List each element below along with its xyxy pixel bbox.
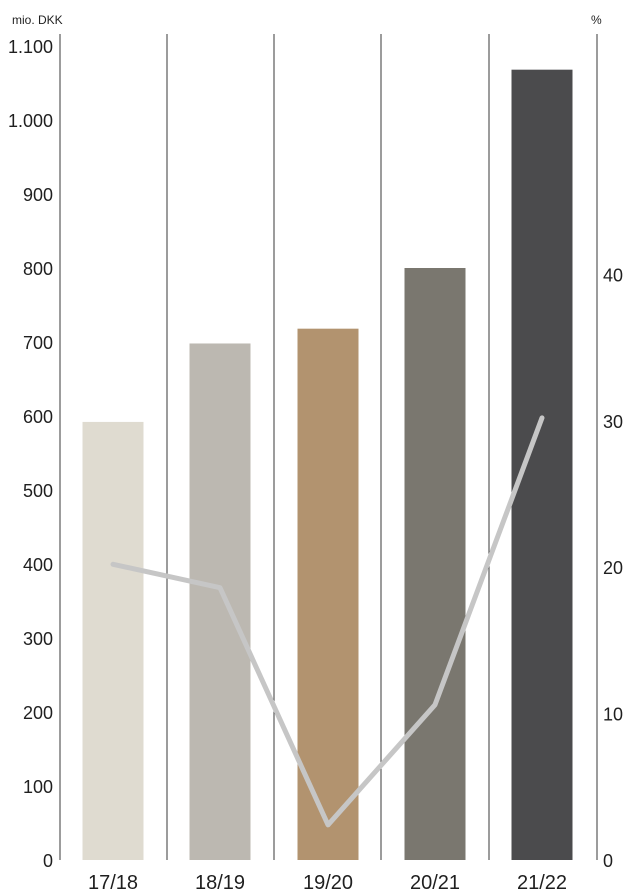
left-tick-label: 500 bbox=[23, 481, 53, 501]
bar bbox=[82, 421, 144, 860]
left-tick-label: 600 bbox=[23, 407, 53, 427]
right-tick-label: 40 bbox=[603, 265, 623, 285]
left-axis: 0 100 200 300 400 500 600 700 800 900 1.000 1.100 bbox=[8, 37, 53, 871]
right-axis: 0 10 20 30 40 bbox=[603, 265, 623, 871]
category-label: 19/20 bbox=[303, 872, 353, 892]
line-point bbox=[219, 586, 221, 589]
category-label: 17/18 bbox=[88, 872, 138, 892]
left-tick-label: 200 bbox=[23, 703, 53, 723]
category-label: 18/19 bbox=[195, 872, 245, 892]
bar bbox=[404, 268, 466, 860]
left-tick-label: 1.000 bbox=[8, 111, 53, 131]
right-tick-label: 10 bbox=[603, 705, 623, 725]
line-point bbox=[327, 823, 329, 826]
left-tick-label: 700 bbox=[23, 333, 53, 353]
right-tick-label: 30 bbox=[603, 412, 623, 432]
left-tick-label: 1.100 bbox=[8, 37, 53, 57]
left-tick-label: 0 bbox=[43, 851, 53, 871]
category-label: 21/22 bbox=[517, 872, 567, 892]
bar bbox=[189, 343, 251, 861]
line-series bbox=[110, 415, 545, 828]
right-tick-label: 20 bbox=[603, 558, 623, 578]
category-separators bbox=[59, 34, 598, 860]
bar-series bbox=[82, 69, 573, 861]
right-tick-label: 0 bbox=[603, 851, 613, 871]
left-tick-label: 300 bbox=[23, 629, 53, 649]
line-point bbox=[541, 416, 543, 419]
left-tick-label: 100 bbox=[23, 777, 53, 797]
category-label: 20/21 bbox=[410, 872, 460, 892]
left-tick-label: 900 bbox=[23, 185, 53, 205]
bar bbox=[511, 69, 573, 861]
left-tick-label: 400 bbox=[23, 555, 53, 575]
left-tick-label: 800 bbox=[23, 259, 53, 279]
right-axis-unit: % bbox=[591, 13, 602, 27]
bar bbox=[297, 328, 359, 860]
left-axis-unit: mio. DKK bbox=[12, 13, 63, 27]
line-point bbox=[112, 563, 114, 566]
x-axis: 17/18 18/19 19/20 20/21 21/22 bbox=[88, 872, 567, 892]
line-point bbox=[434, 703, 436, 706]
